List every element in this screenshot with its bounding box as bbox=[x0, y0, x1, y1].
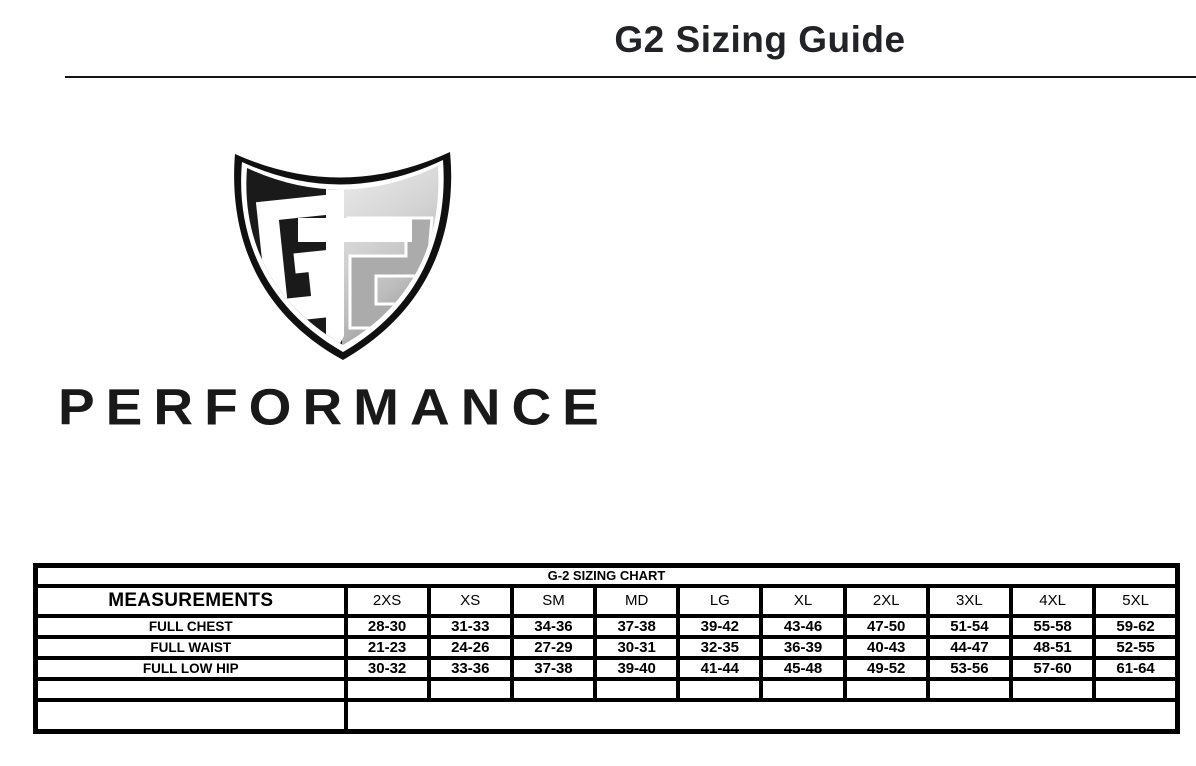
size-value: 24-26 bbox=[426, 635, 514, 660]
size-value: 51-54 bbox=[925, 614, 1014, 639]
size-header-2xl: 2XL bbox=[842, 584, 930, 618]
size-value: 48-51 bbox=[1008, 635, 1097, 660]
size-header-lg: LG bbox=[676, 584, 764, 618]
table-empty-row bbox=[33, 677, 1180, 702]
size-value: 61-64 bbox=[1092, 656, 1180, 681]
footer-merged-cell bbox=[343, 698, 1180, 734]
size-value: 28-30 bbox=[343, 614, 431, 639]
size-header-sm: SM bbox=[509, 584, 598, 618]
row-label: FULL WAIST bbox=[33, 635, 348, 660]
table-header-row: MEASUREMENTS 2XS XS SM MD LG XL 2XL 3XL … bbox=[33, 584, 1180, 618]
row-label: FULL CHEST bbox=[33, 614, 348, 639]
size-value: 37-38 bbox=[509, 656, 598, 681]
empty-cell bbox=[925, 677, 1014, 702]
g2-shield-logo bbox=[234, 152, 452, 360]
size-value: 45-48 bbox=[759, 656, 847, 681]
table-title-row: G-2 SIZING CHART bbox=[33, 563, 1180, 588]
size-value: 59-62 bbox=[1092, 614, 1180, 639]
size-header-4xl: 4XL bbox=[1008, 584, 1097, 618]
empty-cell bbox=[509, 677, 598, 702]
empty-cell bbox=[1092, 677, 1180, 702]
title-underline bbox=[65, 76, 1196, 78]
size-header-2xs: 2XS bbox=[343, 584, 431, 618]
size-value: 30-32 bbox=[343, 656, 431, 681]
size-value: 21-23 bbox=[343, 635, 431, 660]
size-value: 57-60 bbox=[1008, 656, 1097, 681]
size-header-xl: XL bbox=[759, 584, 847, 618]
size-value: 32-35 bbox=[676, 635, 764, 660]
empty-cell bbox=[676, 677, 764, 702]
size-value: 43-46 bbox=[759, 614, 847, 639]
size-value: 31-33 bbox=[426, 614, 514, 639]
size-header-md: MD bbox=[593, 584, 681, 618]
page-title: G2 Sizing Guide bbox=[614, 19, 906, 60]
size-value: 36-39 bbox=[759, 635, 847, 660]
size-header-5xl: 5XL bbox=[1092, 584, 1180, 618]
size-header-xs: XS bbox=[426, 584, 514, 618]
size-value: 52-55 bbox=[1092, 635, 1180, 660]
table-row-full-low-hip: FULL LOW HIP 30-32 33-36 37-38 39-40 41-… bbox=[33, 656, 1180, 681]
performance-wordmark: PERFORMANCE bbox=[58, 378, 610, 436]
table-row-full-chest: FULL CHEST 28-30 31-33 34-36 37-38 39-42… bbox=[33, 614, 1180, 639]
size-value: 40-43 bbox=[842, 635, 930, 660]
size-value: 34-36 bbox=[509, 614, 598, 639]
footer-label-cell bbox=[33, 698, 348, 734]
row-label: FULL LOW HIP bbox=[33, 656, 348, 681]
sizing-table: G-2 SIZING CHART MEASUREMENTS 2XS XS SM … bbox=[33, 563, 1180, 734]
empty-cell bbox=[426, 677, 514, 702]
size-value: 53-56 bbox=[925, 656, 1014, 681]
size-value: 30-31 bbox=[593, 635, 681, 660]
cross-vertical bbox=[326, 188, 344, 345]
size-value: 27-29 bbox=[509, 635, 598, 660]
empty-cell bbox=[1008, 677, 1097, 702]
empty-cell bbox=[842, 677, 930, 702]
size-header-3xl: 3XL bbox=[925, 584, 1014, 618]
size-value: 47-50 bbox=[842, 614, 930, 639]
size-value: 49-52 bbox=[842, 656, 930, 681]
size-value: 55-58 bbox=[1008, 614, 1097, 639]
empty-cell bbox=[33, 677, 348, 702]
table-title: G-2 SIZING CHART bbox=[33, 563, 1180, 588]
measurements-header: MEASUREMENTS bbox=[33, 584, 348, 618]
cross-horizontal bbox=[298, 218, 412, 242]
size-value: 41-44 bbox=[676, 656, 764, 681]
empty-cell bbox=[759, 677, 847, 702]
table-row-full-waist: FULL WAIST 21-23 24-26 27-29 30-31 32-35… bbox=[33, 635, 1180, 660]
size-value: 39-42 bbox=[676, 614, 764, 639]
empty-cell bbox=[593, 677, 681, 702]
empty-cell bbox=[343, 677, 431, 702]
size-value: 37-38 bbox=[593, 614, 681, 639]
size-value: 39-40 bbox=[593, 656, 681, 681]
size-value: 33-36 bbox=[426, 656, 514, 681]
table-footer-row bbox=[33, 698, 1180, 734]
size-value: 44-47 bbox=[925, 635, 1014, 660]
